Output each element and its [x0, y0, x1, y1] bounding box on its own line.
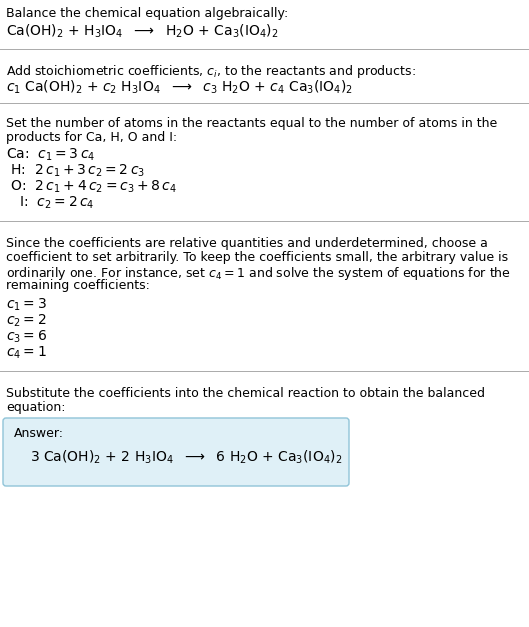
Text: coefficient to set arbitrarily. To keep the coefficients small, the arbitrary va: coefficient to set arbitrarily. To keep … — [6, 251, 508, 264]
Text: I:  $c_2 = 2\,c_4$: I: $c_2 = 2\,c_4$ — [6, 195, 94, 211]
Text: Since the coefficients are relative quantities and underdetermined, choose a: Since the coefficients are relative quan… — [6, 237, 488, 250]
Text: Answer:: Answer: — [14, 427, 64, 440]
Text: equation:: equation: — [6, 401, 66, 414]
Text: $c_1 = 3$: $c_1 = 3$ — [6, 297, 47, 314]
Text: Ca:  $c_1 = 3\,c_4$: Ca: $c_1 = 3\,c_4$ — [6, 147, 95, 164]
Text: remaining coefficients:: remaining coefficients: — [6, 279, 150, 292]
Text: H:  $2\,c_1 + 3\,c_2 = 2\,c_3$: H: $2\,c_1 + 3\,c_2 = 2\,c_3$ — [6, 163, 145, 179]
Text: Ca(OH)$_2$ + H$_3$IO$_4$  $\longrightarrow$  H$_2$O + Ca$_3$(IO$_4$)$_2$: Ca(OH)$_2$ + H$_3$IO$_4$ $\longrightarro… — [6, 23, 279, 40]
Text: $c_4 = 1$: $c_4 = 1$ — [6, 345, 47, 361]
Text: Balance the chemical equation algebraically:: Balance the chemical equation algebraica… — [6, 7, 288, 20]
Text: ordinarily one. For instance, set $c_4 = 1$ and solve the system of equations fo: ordinarily one. For instance, set $c_4 =… — [6, 265, 511, 282]
Text: O:  $2\,c_1 + 4\,c_2 = c_3 + 8\,c_4$: O: $2\,c_1 + 4\,c_2 = c_3 + 8\,c_4$ — [6, 179, 177, 196]
Text: Set the number of atoms in the reactants equal to the number of atoms in the: Set the number of atoms in the reactants… — [6, 117, 497, 130]
Text: products for Ca, H, O and I:: products for Ca, H, O and I: — [6, 131, 177, 144]
Text: Add stoichiometric coefficients, $c_i$, to the reactants and products:: Add stoichiometric coefficients, $c_i$, … — [6, 63, 416, 80]
Text: Substitute the coefficients into the chemical reaction to obtain the balanced: Substitute the coefficients into the che… — [6, 387, 485, 400]
Text: $c_3 = 6$: $c_3 = 6$ — [6, 329, 47, 345]
Text: $c_1$ Ca(OH)$_2$ + $c_2$ H$_3$IO$_4$  $\longrightarrow$  $c_3$ H$_2$O + $c_4$ Ca: $c_1$ Ca(OH)$_2$ + $c_2$ H$_3$IO$_4$ $\l… — [6, 79, 353, 97]
FancyBboxPatch shape — [3, 418, 349, 486]
Text: 3 Ca(OH)$_2$ + 2 H$_3$IO$_4$  $\longrightarrow$  6 H$_2$O + Ca$_3$(IO$_4$)$_2$: 3 Ca(OH)$_2$ + 2 H$_3$IO$_4$ $\longright… — [30, 449, 342, 466]
Text: $c_2 = 2$: $c_2 = 2$ — [6, 313, 47, 329]
